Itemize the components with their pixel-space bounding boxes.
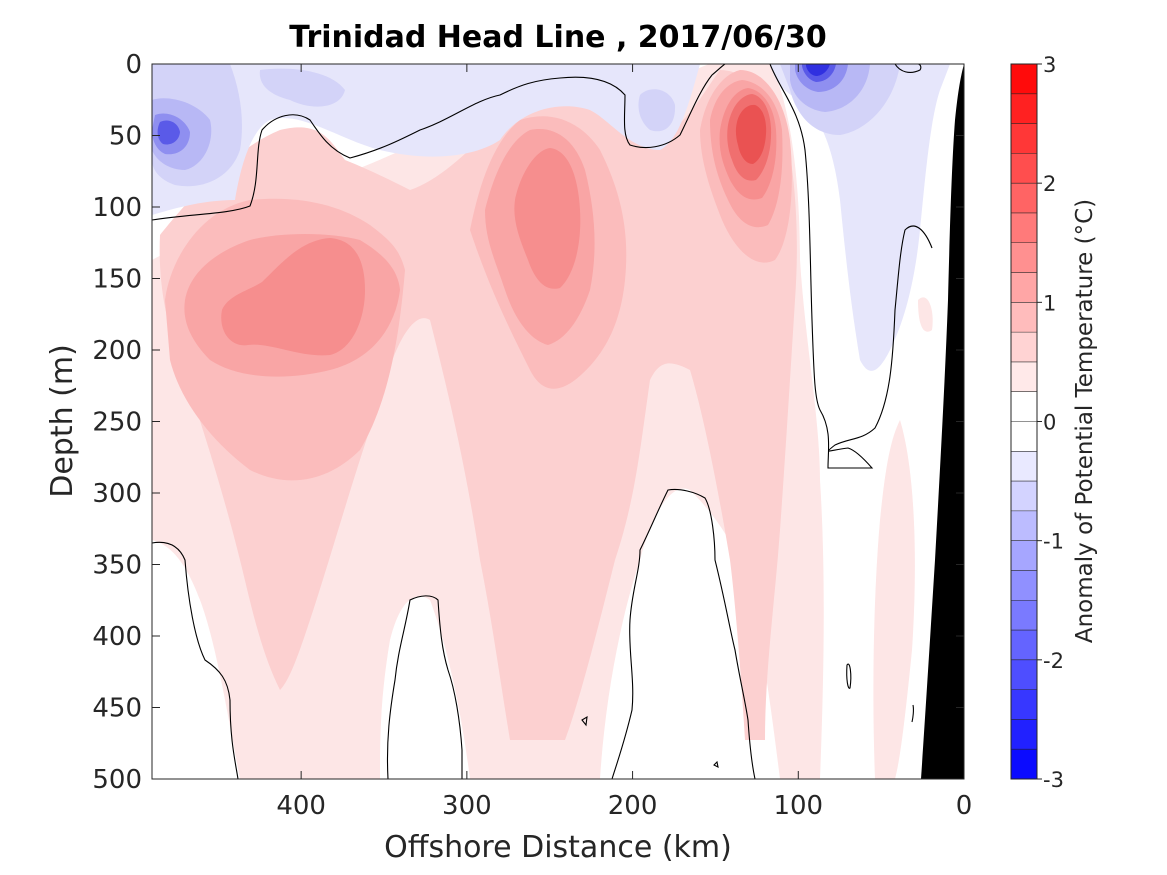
colorbar-cell	[1011, 719, 1037, 750]
bathymetry	[921, 64, 964, 779]
zero-contour-loop-a	[581, 715, 588, 727]
colorbar-cell	[1011, 689, 1037, 720]
zero-contour-deep-180	[611, 488, 756, 779]
zero-contour-deep-west	[152, 541, 239, 779]
zero-contour-top-right	[894, 64, 922, 73]
colorbar: 3 2 1 0 -1 -2 -3 Anomaly of Potential Temperat…	[1010, 53, 1098, 792]
y-tick-label: 0	[125, 50, 142, 80]
y-tick-label: 100	[92, 193, 142, 223]
zero-contour-loop-c	[846, 663, 852, 689]
colorbar-tick-label: -1	[1043, 530, 1064, 554]
colorbar-cell	[1011, 302, 1037, 333]
colorbar-cell	[1011, 123, 1037, 154]
x-axis-label: Offshore Distance (km)	[384, 830, 732, 865]
colorbar-cell	[1011, 510, 1037, 542]
y-axis: 0 50 100 150 200 250 300 350 400 450 500	[92, 50, 964, 795]
cold-band-2c	[638, 89, 676, 132]
zero-contour-nearshore	[769, 64, 933, 469]
colorbar-cell	[1011, 361, 1037, 393]
colorbar-cell	[1011, 481, 1037, 512]
x-axis: 400 300 200 100 0	[276, 64, 972, 821]
colorbar-cell	[1011, 600, 1037, 631]
zero-contour-deep-340	[386, 595, 463, 779]
colorbar-cell	[1011, 749, 1037, 780]
x-tick-label: 400	[276, 791, 326, 821]
zero-contours	[152, 64, 933, 779]
colorbar-ticks: 3 2 1 0 -1 -2 -3	[1037, 53, 1064, 792]
chart-title: Trinidad Head Line , 2017/06/30	[289, 20, 826, 55]
x-tick-label: 200	[608, 791, 658, 821]
colorbar-cell	[1011, 64, 1037, 95]
zero-contour-surface	[152, 64, 726, 221]
x-tick-label: 0	[956, 791, 973, 821]
colorbar-tick-label: 1	[1043, 291, 1056, 315]
cold-band-6	[806, 64, 830, 76]
colorbar-cell	[1011, 540, 1037, 571]
y-tick-label: 350	[92, 551, 142, 581]
colorbar-cell	[1011, 451, 1037, 482]
colorbar-label: Anomaly of Potential Temperature (°C)	[1072, 199, 1098, 643]
y-tick-label: 300	[92, 479, 142, 509]
plot-area	[151, 63, 965, 780]
colorbar-tick-label: -3	[1043, 768, 1064, 792]
colorbar-tick-label: 0	[1043, 411, 1056, 435]
colorbar-tick-label: -2	[1043, 649, 1064, 673]
cold-band-2d	[259, 68, 345, 107]
warm-band-5	[221, 238, 365, 356]
x-tick-label: 300	[442, 791, 492, 821]
y-axis-label: Depth (m)	[45, 344, 80, 498]
colorbar-cell	[1011, 153, 1037, 184]
colorbar-cell	[1011, 332, 1037, 363]
contour-field	[152, 64, 964, 779]
zero-contour-loop-b	[713, 760, 719, 768]
y-tick-label: 400	[92, 622, 142, 652]
y-tick-label: 250	[92, 408, 142, 438]
colorbar-cell	[1011, 272, 1037, 303]
x-tick-label: 100	[773, 791, 823, 821]
zero-contour-small-e	[911, 704, 914, 723]
colorbar-cell	[1011, 630, 1037, 661]
cold-band-5	[157, 120, 180, 145]
warm-band-7	[735, 104, 767, 164]
colorbar-cell	[1011, 570, 1037, 601]
colorbar-cells	[1011, 63, 1037, 780]
y-tick-label: 450	[92, 694, 142, 724]
y-tick-label: 150	[92, 265, 142, 295]
colorbar-cell	[1011, 212, 1037, 244]
warm-band-1b	[873, 420, 915, 779]
y-tick-label: 200	[92, 336, 142, 366]
colorbar-cell	[1011, 659, 1037, 691]
colorbar-tick-label: 3	[1043, 53, 1056, 77]
colorbar-cell	[1011, 421, 1037, 452]
warm-band-5b	[514, 148, 581, 289]
y-tick-label: 50	[109, 122, 142, 152]
colorbar-cell	[1011, 391, 1037, 422]
y-tick-label: 500	[92, 765, 142, 795]
colorbar-tick-label: 2	[1043, 172, 1056, 196]
colorbar-cell	[1011, 93, 1037, 125]
warm-band-1c	[918, 297, 933, 332]
colorbar-cell	[1011, 242, 1037, 274]
colorbar-cell	[1011, 183, 1037, 214]
